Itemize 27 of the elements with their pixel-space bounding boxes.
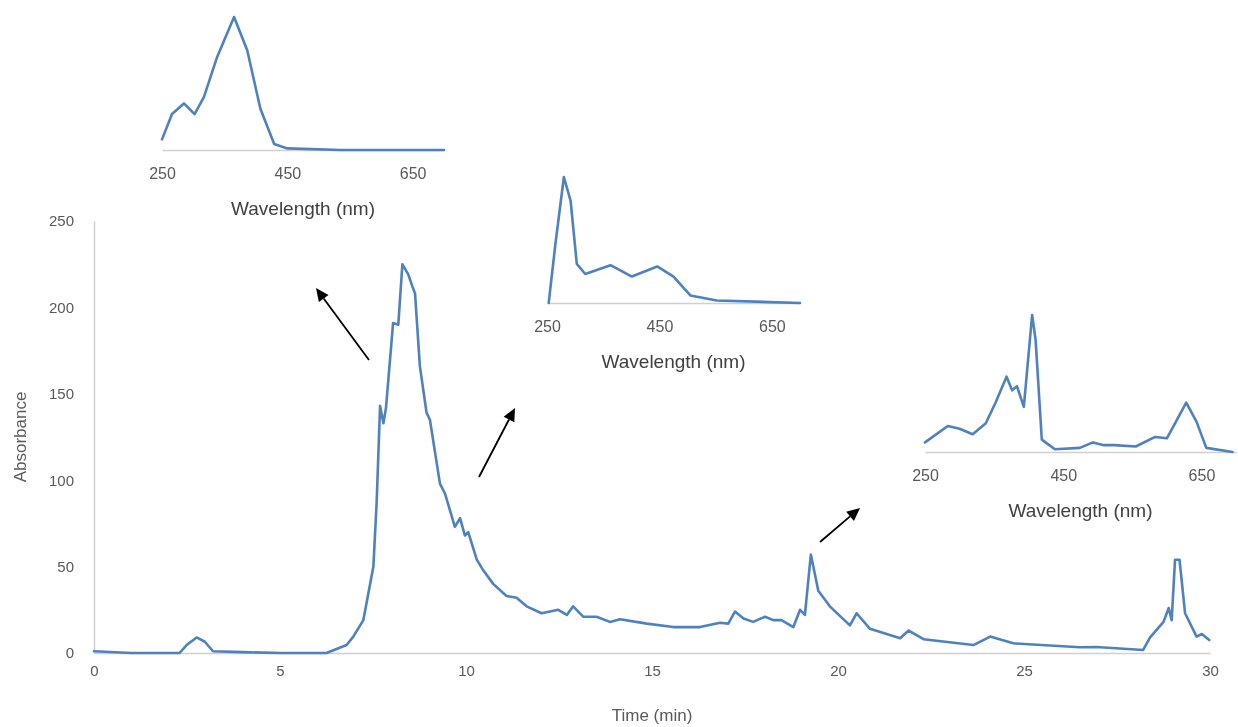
x-tick-label: 250 — [912, 467, 939, 485]
y-axis-title: Absorbance — [11, 391, 30, 483]
x-tick-label: 450 — [646, 318, 674, 336]
y-tick-label: 200 — [48, 298, 74, 316]
x-tick-label: 25 — [1016, 661, 1033, 679]
y-tick-label: 250 — [48, 212, 74, 230]
x-tick-label: 650 — [759, 318, 786, 336]
x-axis-title: Wavelength (nm) — [231, 198, 375, 219]
x-axis-title: Time (min) — [611, 706, 693, 725]
x-tick-label: 250 — [534, 318, 561, 336]
x-tick-label: 650 — [399, 165, 427, 183]
y-tick-label: 0 — [65, 644, 74, 662]
y-tick-label: 100 — [48, 471, 74, 489]
x-axis-title: Wavelength (nm) — [1008, 500, 1153, 521]
x-tick-label: 650 — [1188, 467, 1216, 485]
x-tick-label: 15 — [644, 661, 661, 679]
x-tick-label: 20 — [830, 661, 847, 679]
x-tick-label: 0 — [90, 661, 99, 679]
x-tick-label: 250 — [149, 165, 176, 183]
x-tick-label: 450 — [1050, 467, 1078, 485]
x-axis-title: Wavelength (nm) — [601, 351, 746, 372]
x-tick-label: 30 — [1202, 661, 1219, 679]
y-tick-label: 50 — [57, 557, 74, 575]
y-tick-label: 150 — [48, 385, 74, 403]
x-tick-label: 450 — [274, 165, 302, 183]
x-tick-label: 5 — [276, 661, 285, 679]
x-tick-label: 10 — [458, 661, 475, 679]
